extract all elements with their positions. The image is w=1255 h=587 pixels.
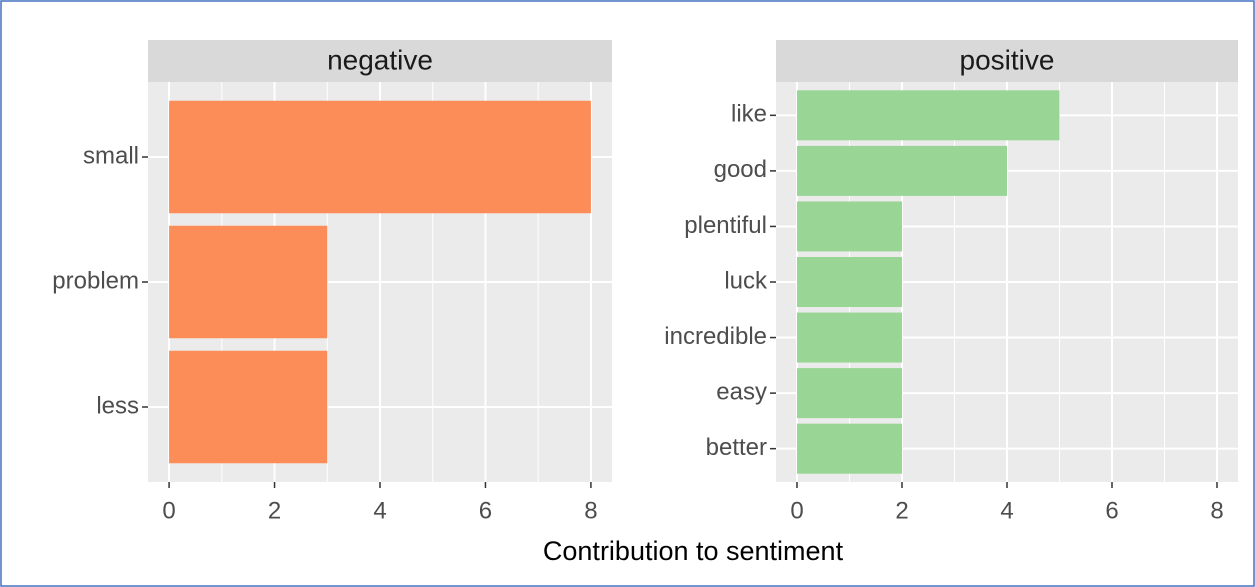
x-tick-label: 4	[373, 497, 386, 524]
bar	[797, 90, 1060, 141]
x-tick-label: 8	[584, 497, 597, 524]
y-tick-label: good	[714, 156, 767, 183]
bar	[169, 225, 328, 339]
x-axis-label: Contribution to sentiment	[543, 536, 844, 566]
x-tick-label: 4	[1000, 497, 1013, 524]
panel-title: negative	[327, 44, 433, 75]
y-tick-label: luck	[724, 267, 768, 294]
strip	[776, 40, 1238, 82]
strip	[148, 40, 612, 82]
y-tick-label: easy	[716, 378, 767, 405]
panel-title: positive	[960, 44, 1055, 75]
y-tick-label: plentiful	[684, 212, 767, 239]
x-tick-label: 2	[268, 497, 281, 524]
x-tick-label: 0	[162, 497, 175, 524]
y-tick-label: incredible	[664, 323, 767, 350]
bar	[169, 350, 328, 464]
bar	[797, 201, 902, 252]
bar	[169, 100, 591, 214]
bar	[797, 312, 902, 363]
x-tick-label: 6	[1105, 497, 1118, 524]
x-tick-label: 8	[1210, 497, 1223, 524]
bar	[797, 145, 1007, 196]
x-tick-label: 0	[790, 497, 803, 524]
bar	[797, 257, 902, 307]
x-tick-label: 6	[479, 497, 492, 524]
y-tick-label: like	[731, 101, 767, 128]
y-tick-label: problem	[52, 267, 139, 294]
y-tick-label: better	[706, 434, 767, 461]
y-tick-label: small	[83, 142, 139, 169]
bar	[797, 368, 902, 419]
y-tick-label: less	[96, 392, 139, 419]
bar	[797, 423, 902, 474]
x-tick-label: 2	[895, 497, 908, 524]
